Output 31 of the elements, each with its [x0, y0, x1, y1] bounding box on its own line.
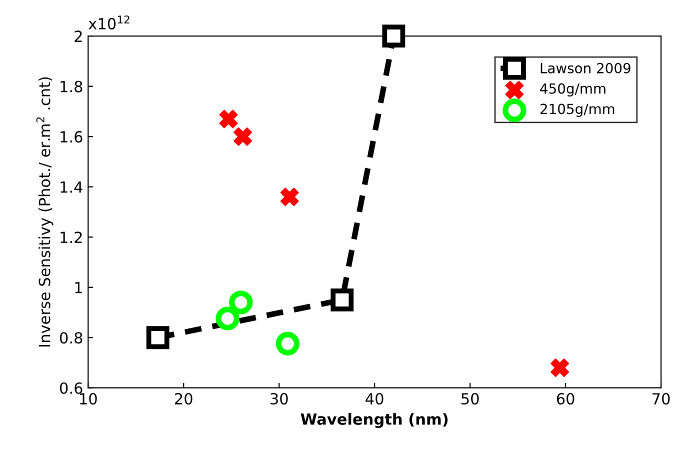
legend-label: 2105g/mm [540, 104, 614, 117]
point [382, 24, 406, 48]
x-tick-label: 30 [270, 392, 288, 405]
y-axis-title: Inverse Sensitivy (Phot./ er.m$^{2}$ .cnt) [36, 77, 54, 346]
point [280, 188, 299, 206]
legend-label: 450g/mm [540, 83, 606, 96]
y-tick-label: 0.8 [60, 332, 82, 344]
point [219, 110, 238, 128]
point [330, 288, 354, 312]
y-tick-label: 1.2 [60, 232, 82, 243]
x-tick-label: 40 [366, 392, 384, 405]
x-tick-label: 20 [175, 392, 192, 405]
point [276, 332, 300, 356]
y-tick-label: 1.4 [60, 182, 82, 193]
y-tick-label: 1.8 [60, 80, 82, 92]
y-tick-label: 1.6 [60, 131, 82, 143]
point [234, 127, 252, 146]
point [216, 306, 240, 330]
x-tick-label: 50 [462, 392, 479, 405]
y-tick-label: 1 [75, 282, 82, 294]
x-tick-label: 10 [80, 392, 97, 405]
x-tick-label: 70 [652, 392, 670, 405]
point [550, 358, 570, 377]
point [229, 290, 253, 314]
y-tick-label: 2 [74, 30, 82, 42]
text: x10$^{12}$ [88, 15, 130, 30]
x-axis-title: Wavelength (nm) [300, 413, 448, 428]
point [146, 326, 170, 350]
y-tick-label: 0.6 [60, 382, 82, 394]
legend-label: Lawson 2009 [540, 62, 630, 74]
x-tick-label: 60 [556, 392, 574, 405]
